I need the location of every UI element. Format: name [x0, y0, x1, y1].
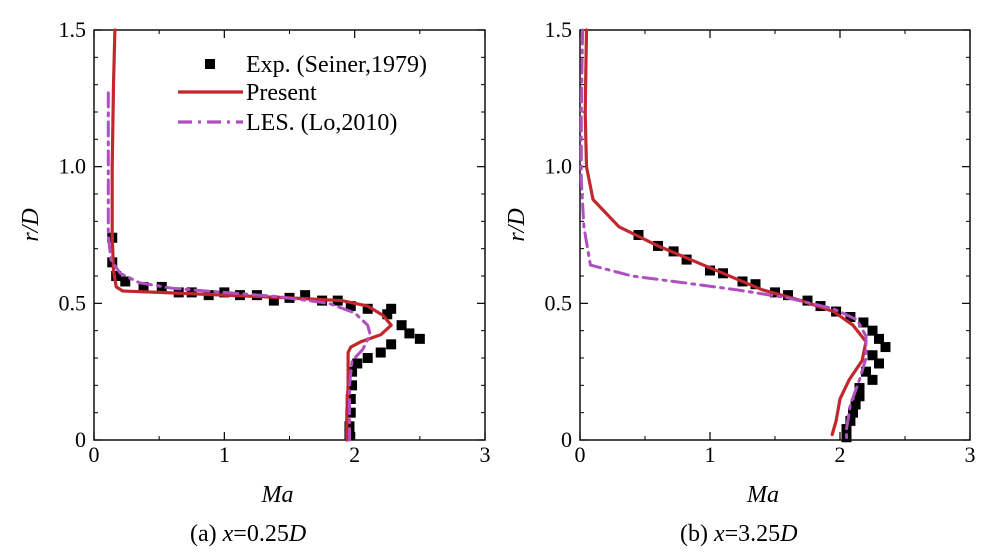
- x-tick-label: 0: [575, 442, 586, 467]
- exp-data-point: [268, 295, 279, 306]
- panel-caption: (b) x=3.25D: [680, 521, 798, 547]
- x-tick-label: 1: [219, 442, 230, 467]
- exp-data-point: [386, 339, 397, 350]
- exp-data-point: [705, 265, 715, 276]
- x-tick-label: 2: [835, 442, 846, 467]
- x-tick-label: 3: [965, 442, 976, 467]
- exp-data-point: [750, 279, 761, 290]
- chart-panel-a: 0 1 2 3 0 0.5 1.0 1.5 r/D Ma (a) x=0.25D Exp. (Seine…: [18, 17, 491, 547]
- legend-label: LES. (Lo,2010): [246, 110, 397, 136]
- exp-data-point: [375, 347, 386, 358]
- exp-data-point: [414, 333, 425, 344]
- panel-caption: (a) x=0.25D: [190, 521, 306, 547]
- exp-data-point: [861, 366, 871, 377]
- exp-data-point: [347, 380, 358, 391]
- exp-data-point: [783, 290, 793, 301]
- y-tick-label: 1.0: [59, 154, 87, 179]
- exp-data-point: [386, 303, 397, 314]
- exp-data-point: [362, 303, 373, 314]
- caption-unit: D: [288, 521, 306, 547]
- caption-eq: =3.25: [725, 521, 781, 547]
- y-tick-label: 0.5: [545, 290, 573, 315]
- exp-data-point: [404, 328, 415, 339]
- les-line: [579, 28, 868, 442]
- y-axis-label-unit: /D: [504, 208, 530, 234]
- y-tick-label: 0: [561, 427, 572, 452]
- y-tick-label: 1.5: [59, 17, 87, 42]
- exp-data-point: [156, 281, 167, 292]
- caption-prefix: (b): [680, 521, 708, 547]
- exp-data-point: [880, 342, 891, 353]
- y-axis-label-var: r: [18, 232, 44, 242]
- exp-data-point: [874, 358, 884, 369]
- exp-data-point: [848, 407, 858, 418]
- present-line: [583, 28, 868, 437]
- x-tick-label: 2: [349, 442, 360, 467]
- y-axis-label-var: r: [504, 232, 530, 242]
- exp-data-point: [111, 271, 122, 281]
- exp-data-point: [854, 391, 865, 402]
- exp-data-point: [854, 383, 865, 394]
- exp-data-point: [396, 320, 407, 331]
- caption-var: x: [713, 521, 725, 547]
- x-axis-label: Ma: [261, 482, 294, 508]
- exp-data-point: [120, 276, 131, 287]
- legend-label: Present: [246, 80, 317, 106]
- exp-data-point: [867, 374, 878, 385]
- x-tick-label: 1: [705, 442, 716, 467]
- caption-unit: D: [779, 521, 797, 547]
- exp-data-point: [138, 281, 149, 292]
- exp-data-point: [345, 301, 356, 312]
- chart-panel-b: 0 1 2 3 0 0.5 1.0 1.5 r/D Ma (b) x=3.25D: [504, 17, 976, 547]
- exp-data-point: [845, 415, 856, 426]
- exp-data-point: [850, 399, 861, 410]
- legend-marker-square: [205, 59, 215, 69]
- exp-data-point: [867, 325, 878, 336]
- y-tick-label: 1.0: [545, 154, 573, 179]
- y-axis-label-unit: /D: [18, 208, 44, 234]
- legend: Exp. (Seiner,1979)Present LES. (Lo,2010): [178, 52, 427, 136]
- y-tick-label: 1.5: [545, 17, 573, 42]
- caption-eq: =0.25: [233, 521, 289, 547]
- exp-data-point: [300, 290, 311, 301]
- exp-data-point: [802, 295, 813, 306]
- exp-data-point: [867, 350, 878, 361]
- present-line: [110, 28, 393, 442]
- y-tick-label: 0: [75, 427, 86, 452]
- x-axis-label: Ma: [746, 482, 779, 508]
- exp-data-point: [858, 317, 869, 328]
- y-axis-label: r/D: [504, 208, 530, 241]
- exp-data-point: [344, 421, 355, 432]
- legend-label: Exp. (Seiner,1979): [246, 52, 427, 78]
- y-tick-label: 0.5: [59, 290, 87, 315]
- exp-data-point: [352, 358, 363, 369]
- y-axis-label: r/D: [18, 208, 44, 241]
- x-tick-label: 3: [480, 442, 491, 467]
- les-line: [106, 91, 372, 442]
- exp-data-point: [382, 309, 393, 320]
- exp-data-point: [362, 353, 373, 363]
- caption-var: x: [222, 521, 234, 547]
- x-tick-label: 0: [89, 442, 100, 467]
- caption-prefix: (a): [190, 521, 217, 547]
- exp-data-point: [874, 333, 884, 344]
